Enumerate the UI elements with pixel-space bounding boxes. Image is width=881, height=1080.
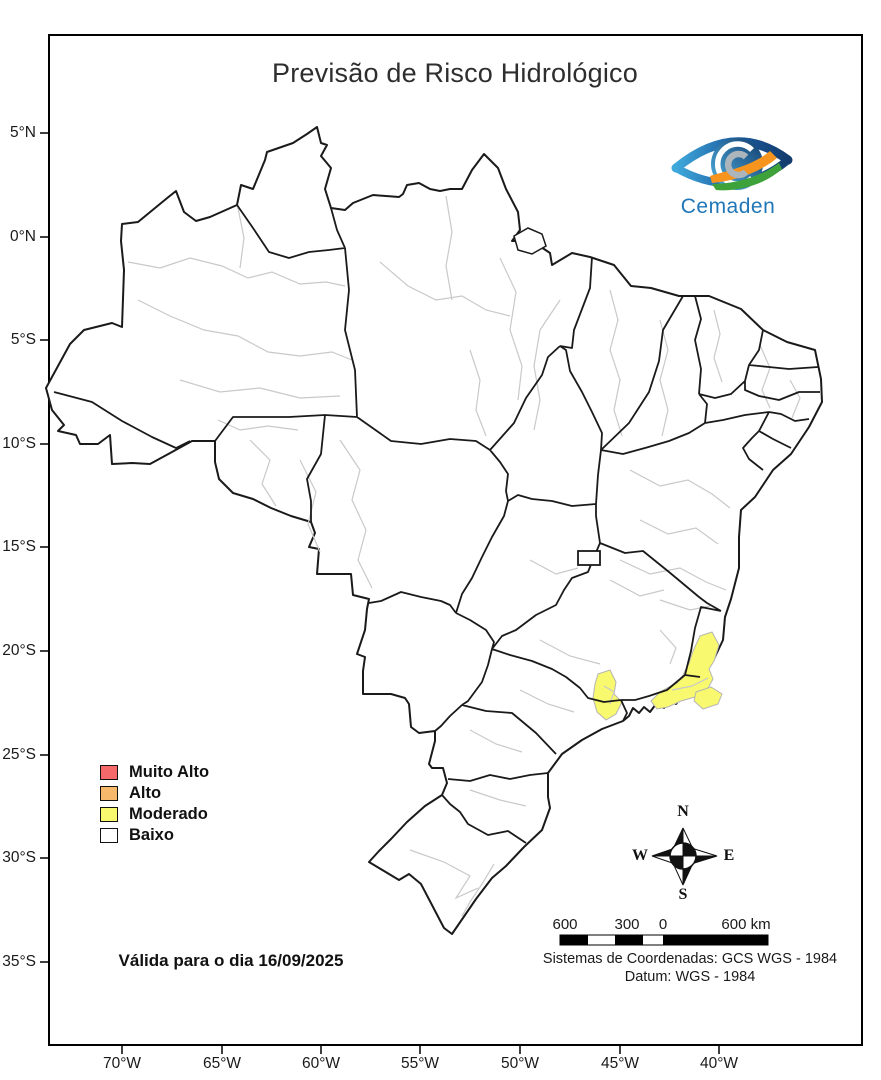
scale-bar: [559, 934, 769, 946]
longitude-tick-label: 70°W: [102, 1055, 142, 1072]
longitude-tick-label: 45°W: [600, 1055, 640, 1072]
compass-north-label: N: [677, 803, 689, 820]
longitude-tick-label: 40°W: [699, 1055, 739, 1072]
subregion-boundaries: [127, 195, 801, 917]
datum-text: Datum: WGS - 1984: [624, 969, 756, 985]
latitude-tick-label: 15°S: [2, 538, 36, 555]
legend-row-baixo: Baixo: [100, 825, 209, 846]
latitude-tick-label: 25°S: [2, 746, 36, 763]
scalebar-tick-label: 300: [614, 916, 640, 933]
latitude-tick-label: 35°S: [2, 953, 36, 970]
risk-legend: Muito Alto Alto Moderado Baixo: [100, 762, 209, 846]
legend-row-alto: Alto: [100, 783, 209, 804]
compass-south-label: S: [678, 886, 688, 903]
muito-alto-label: Muito Alto: [129, 763, 210, 781]
compass-rose: [651, 827, 718, 886]
map-frame: [48, 34, 863, 1046]
state-borders: [53, 204, 820, 844]
moderado-swatch: [100, 807, 118, 822]
latitude-tick-label: 0°N: [9, 228, 36, 245]
compass-west-label: W: [632, 847, 648, 864]
moderate-risk-region-rio-coast: [693, 686, 723, 710]
alto-swatch: [100, 786, 118, 801]
baixo-label: Baixo: [129, 826, 174, 844]
scalebar-tick-label: 600: [552, 916, 578, 933]
longitude-tick-label: 55°W: [400, 1055, 440, 1072]
latitude-tick-label: 5°N: [9, 124, 36, 141]
longitude-tick-label: 50°W: [500, 1055, 540, 1072]
muito-alto-swatch: [100, 765, 118, 780]
latitude-tick-label: 5°S: [10, 331, 36, 348]
cemaden-logo-icon: [671, 137, 793, 191]
scalebar-tick-label: 600 km: [721, 916, 771, 933]
moderado-label: Moderado: [129, 805, 208, 823]
legend-row-muito-alto: Muito Alto: [100, 762, 209, 783]
axis-ticks: [40, 132, 720, 1054]
compass-east-label: E: [723, 847, 735, 864]
latitude-tick-label: 10°S: [2, 435, 36, 452]
longitude-tick-label: 65°W: [202, 1055, 242, 1072]
longitude-tick-label: 60°W: [301, 1055, 341, 1072]
page-title: Previsão de Risco Hidrológico: [272, 58, 638, 88]
distrito-federal-border: [577, 550, 601, 566]
validity-date-text: Válida para o dia 16/09/2025: [118, 951, 344, 970]
latitude-tick-label: 20°S: [2, 642, 36, 659]
marajo-island: [513, 227, 547, 255]
baixo-swatch: [100, 828, 118, 843]
alto-label: Alto: [129, 784, 162, 802]
legend-row-moderado: Moderado: [100, 804, 209, 825]
latitude-tick-label: 30°S: [2, 849, 36, 866]
cemaden-logo-text: Cemaden: [680, 195, 776, 218]
moderate-risk-region-sao-paulo: [592, 669, 623, 721]
scalebar-tick-label: 0: [658, 916, 668, 933]
coordinate-system-text: Sistemas de Coordenadas: GCS WGS - 1984: [542, 951, 838, 967]
